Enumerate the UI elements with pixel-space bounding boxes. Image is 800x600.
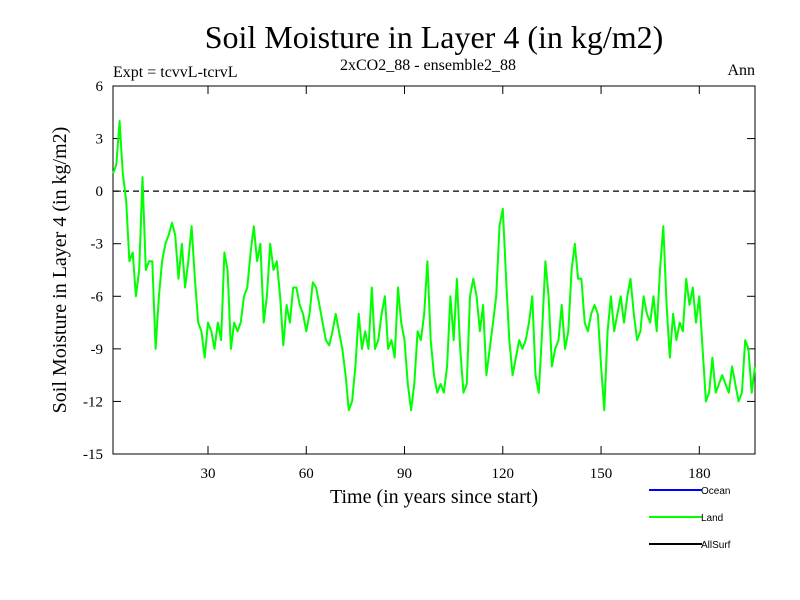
ensemble-label: 2xCO2_88 - ensemble2_88 — [340, 57, 516, 74]
y-tick-label--12: -12 — [83, 394, 103, 410]
y-tick-label-3: 3 — [96, 132, 104, 148]
y-axis-label: Soil Moisture in Layer 4 (in kg/m2) — [49, 127, 71, 414]
x-axis-label: Time (in years since start) — [330, 486, 538, 508]
series-line-land — [112, 120, 756, 412]
x-tick-label-30: 30 — [200, 466, 215, 482]
y-tick-label--3: -3 — [91, 237, 104, 253]
y-tick-label--15: -15 — [83, 447, 103, 463]
experiment-label: Expt = tcvvL-tcrvL — [113, 64, 238, 81]
legend-label-allsurf: AllSurf — [701, 540, 731, 551]
x-tick-label-180: 180 — [688, 466, 711, 482]
legend: Ocean Land AllSurf — [649, 486, 731, 551]
series-layer — [112, 120, 756, 412]
x-tick-label-120: 120 — [492, 466, 515, 482]
x-tick-label-60: 60 — [299, 466, 314, 482]
axis-ticks: 30 60 90 120 150 180 -15 -12 -9 -6 -3 0 3 6 — [83, 79, 755, 482]
legend-label-land: Land — [701, 513, 723, 524]
y-tick-label--9: -9 — [91, 342, 104, 358]
y-tick-label--6: -6 — [91, 289, 104, 305]
y-tick-label-6: 6 — [96, 79, 104, 95]
x-tick-label-150: 150 — [590, 466, 613, 482]
legend-label-ocean: Ocean — [701, 486, 730, 497]
chart-title: Soil Moisture in Layer 4 (in kg/m2) — [205, 19, 664, 55]
y-tick-label-0: 0 — [96, 184, 104, 200]
plot-frame — [112, 85, 756, 455]
season-label: Ann — [727, 62, 755, 79]
x-tick-label-90: 90 — [397, 466, 412, 482]
